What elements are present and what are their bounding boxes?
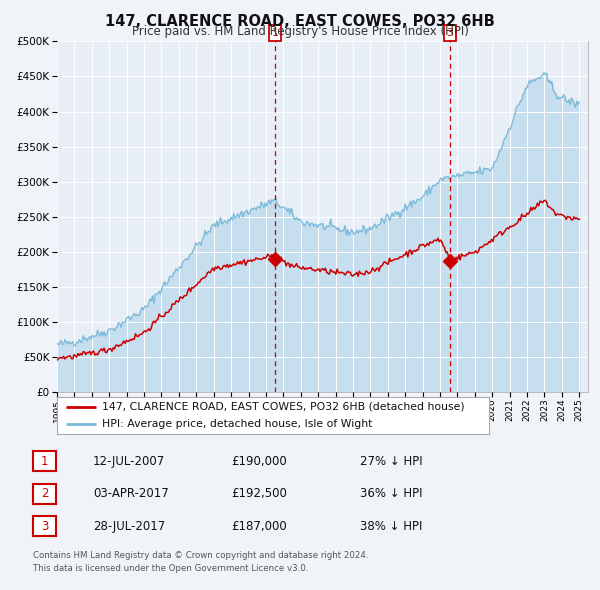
Text: 36% ↓ HPI: 36% ↓ HPI	[360, 487, 422, 500]
Text: £190,000: £190,000	[231, 455, 287, 468]
Text: Price paid vs. HM Land Registry's House Price Index (HPI): Price paid vs. HM Land Registry's House …	[131, 25, 469, 38]
Text: HPI: Average price, detached house, Isle of Wight: HPI: Average price, detached house, Isle…	[103, 419, 373, 429]
Text: 3: 3	[41, 520, 48, 533]
Text: 12-JUL-2007: 12-JUL-2007	[93, 455, 165, 468]
Text: £192,500: £192,500	[231, 487, 287, 500]
Text: 28-JUL-2017: 28-JUL-2017	[93, 520, 165, 533]
Text: 03-APR-2017: 03-APR-2017	[93, 487, 169, 500]
Text: 2: 2	[41, 487, 48, 500]
Text: 3: 3	[446, 28, 454, 38]
Text: 1: 1	[41, 455, 48, 468]
Text: 147, CLARENCE ROAD, EAST COWES, PO32 6HB: 147, CLARENCE ROAD, EAST COWES, PO32 6HB	[105, 14, 495, 28]
Text: 1: 1	[272, 28, 278, 38]
Text: This data is licensed under the Open Government Licence v3.0.: This data is licensed under the Open Gov…	[33, 565, 308, 573]
Text: Contains HM Land Registry data © Crown copyright and database right 2024.: Contains HM Land Registry data © Crown c…	[33, 552, 368, 560]
Text: 27% ↓ HPI: 27% ↓ HPI	[360, 455, 422, 468]
Text: £187,000: £187,000	[231, 520, 287, 533]
Text: 38% ↓ HPI: 38% ↓ HPI	[360, 520, 422, 533]
Text: 147, CLARENCE ROAD, EAST COWES, PO32 6HB (detached house): 147, CLARENCE ROAD, EAST COWES, PO32 6HB…	[103, 402, 465, 412]
